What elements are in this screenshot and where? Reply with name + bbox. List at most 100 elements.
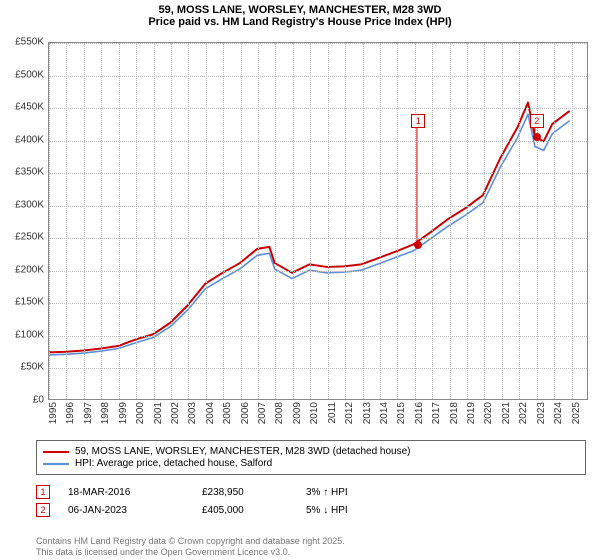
gridline-h [49,108,587,109]
gridline-v [467,43,468,399]
plot-area: 12 [48,42,588,400]
x-tick-label: 2011 [327,402,338,424]
x-tick-label: 2013 [362,402,373,424]
y-tick-label: £50K [21,362,44,373]
legend: 59, MOSS LANE, WORSLEY, MANCHESTER, M28 … [36,440,586,475]
sale-marker-label: 1 [411,114,425,128]
gridline-v [345,43,346,399]
sale-diff: 3% ↑ HPI [306,487,386,498]
gridline-h [49,303,587,304]
x-tick-label: 2018 [449,402,460,424]
chart-container: 59, MOSS LANE, WORSLEY, MANCHESTER, M28 … [0,0,600,560]
footer: Contains HM Land Registry data © Crown c… [36,536,345,558]
legend-item: 59, MOSS LANE, WORSLEY, MANCHESTER, M28 … [43,446,579,457]
sale-row: 1 18-MAR-2016 £238,950 3% ↑ HPI [36,483,586,501]
sale-price: £238,950 [202,487,292,498]
gridline-h [49,43,587,44]
x-tick-label: 2020 [483,402,494,424]
legend-swatch [43,463,69,465]
sale-row: 206-JAN-2023£405,0005% ↓ HPI [36,501,586,519]
x-tick-label: 2009 [292,402,303,424]
x-tick-label: 2010 [309,402,320,424]
gridline-v [49,43,50,399]
legend-swatch [43,451,69,453]
y-tick-label: £450K [15,102,44,113]
gridline-v [415,43,416,399]
gridline-v [154,43,155,399]
chart-title: 59, MOSS LANE, WORSLEY, MANCHESTER, M28 … [0,0,600,30]
gridline-v [171,43,172,399]
gridline-v [450,43,451,399]
x-tick-label: 1999 [118,402,129,424]
gridline-v [84,43,85,399]
x-tick-label: 2022 [518,402,529,424]
x-tick-label: 2012 [344,402,355,424]
x-tick-label: 2015 [396,402,407,424]
footer-line-1: Contains HM Land Registry data © Crown c… [36,536,345,547]
x-tick-label: 2007 [257,402,268,424]
gridline-v [432,43,433,399]
sale-row-marker: 2 [36,503,50,517]
gridline-v [188,43,189,399]
sale-row-marker: 1 [36,485,50,499]
gridline-h [49,368,587,369]
gridline-v [519,43,520,399]
gridline-v [484,43,485,399]
x-tick-label: 1996 [65,402,76,424]
legend-label: HPI: Average price, detached house, Salf… [75,458,272,469]
x-tick-label: 2004 [205,402,216,424]
gridline-h [49,173,587,174]
y-tick-label: £550K [15,37,44,48]
x-tick-label: 2023 [536,402,547,424]
x-tick-label: 1998 [100,402,111,424]
legend-label: 59, MOSS LANE, WORSLEY, MANCHESTER, M28 … [75,446,411,457]
y-tick-label: £250K [15,232,44,243]
gridline-h [49,271,587,272]
y-tick-label: £200K [15,264,44,275]
x-tick-label: 2024 [553,402,564,424]
gridline-v [275,43,276,399]
x-tick-label: 2003 [187,402,198,424]
gridline-h [49,238,587,239]
gridline-h [49,76,587,77]
gridline-v [119,43,120,399]
gridline-v [241,43,242,399]
sale-marker-label: 2 [530,114,544,128]
sale-date: 18-MAR-2016 [68,487,188,498]
x-tick-label: 2017 [431,402,442,424]
x-axis: 1995199619971998199920002001200220032004… [48,400,588,440]
sale-diff: 5% ↓ HPI [306,505,386,516]
gridline-v [380,43,381,399]
y-tick-label: £400K [15,134,44,145]
y-tick-label: £500K [15,69,44,80]
sale-marker-dot [414,241,422,249]
y-tick-label: £0 [33,395,44,406]
sale-marker-dot [533,133,541,141]
title-line-1: 59, MOSS LANE, WORSLEY, MANCHESTER, M28 … [10,4,590,16]
footer-line-2: This data is licensed under the Open Gov… [36,547,345,558]
sale-price: £405,000 [202,505,292,516]
gridline-v [310,43,311,399]
y-tick-label: £350K [15,167,44,178]
gridline-v [223,43,224,399]
gridline-v [293,43,294,399]
x-tick-label: 2002 [170,402,181,424]
x-tick-label: 2025 [571,402,582,424]
gridline-v [136,43,137,399]
gridline-v [66,43,67,399]
x-tick-label: 2016 [414,402,425,424]
gridline-h [49,336,587,337]
x-tick-label: 1995 [48,402,59,424]
x-tick-label: 2006 [240,402,251,424]
y-tick-label: £300K [15,199,44,210]
gridline-v [363,43,364,399]
y-tick-label: £100K [15,329,44,340]
x-tick-label: 2008 [274,402,285,424]
title-line-2: Price paid vs. HM Land Registry's House … [10,16,590,28]
x-tick-label: 2014 [379,402,390,424]
x-tick-label: 2005 [222,402,233,424]
gridline-v [328,43,329,399]
gridline-v [258,43,259,399]
line-chart-svg [49,43,587,399]
gridline-v [101,43,102,399]
